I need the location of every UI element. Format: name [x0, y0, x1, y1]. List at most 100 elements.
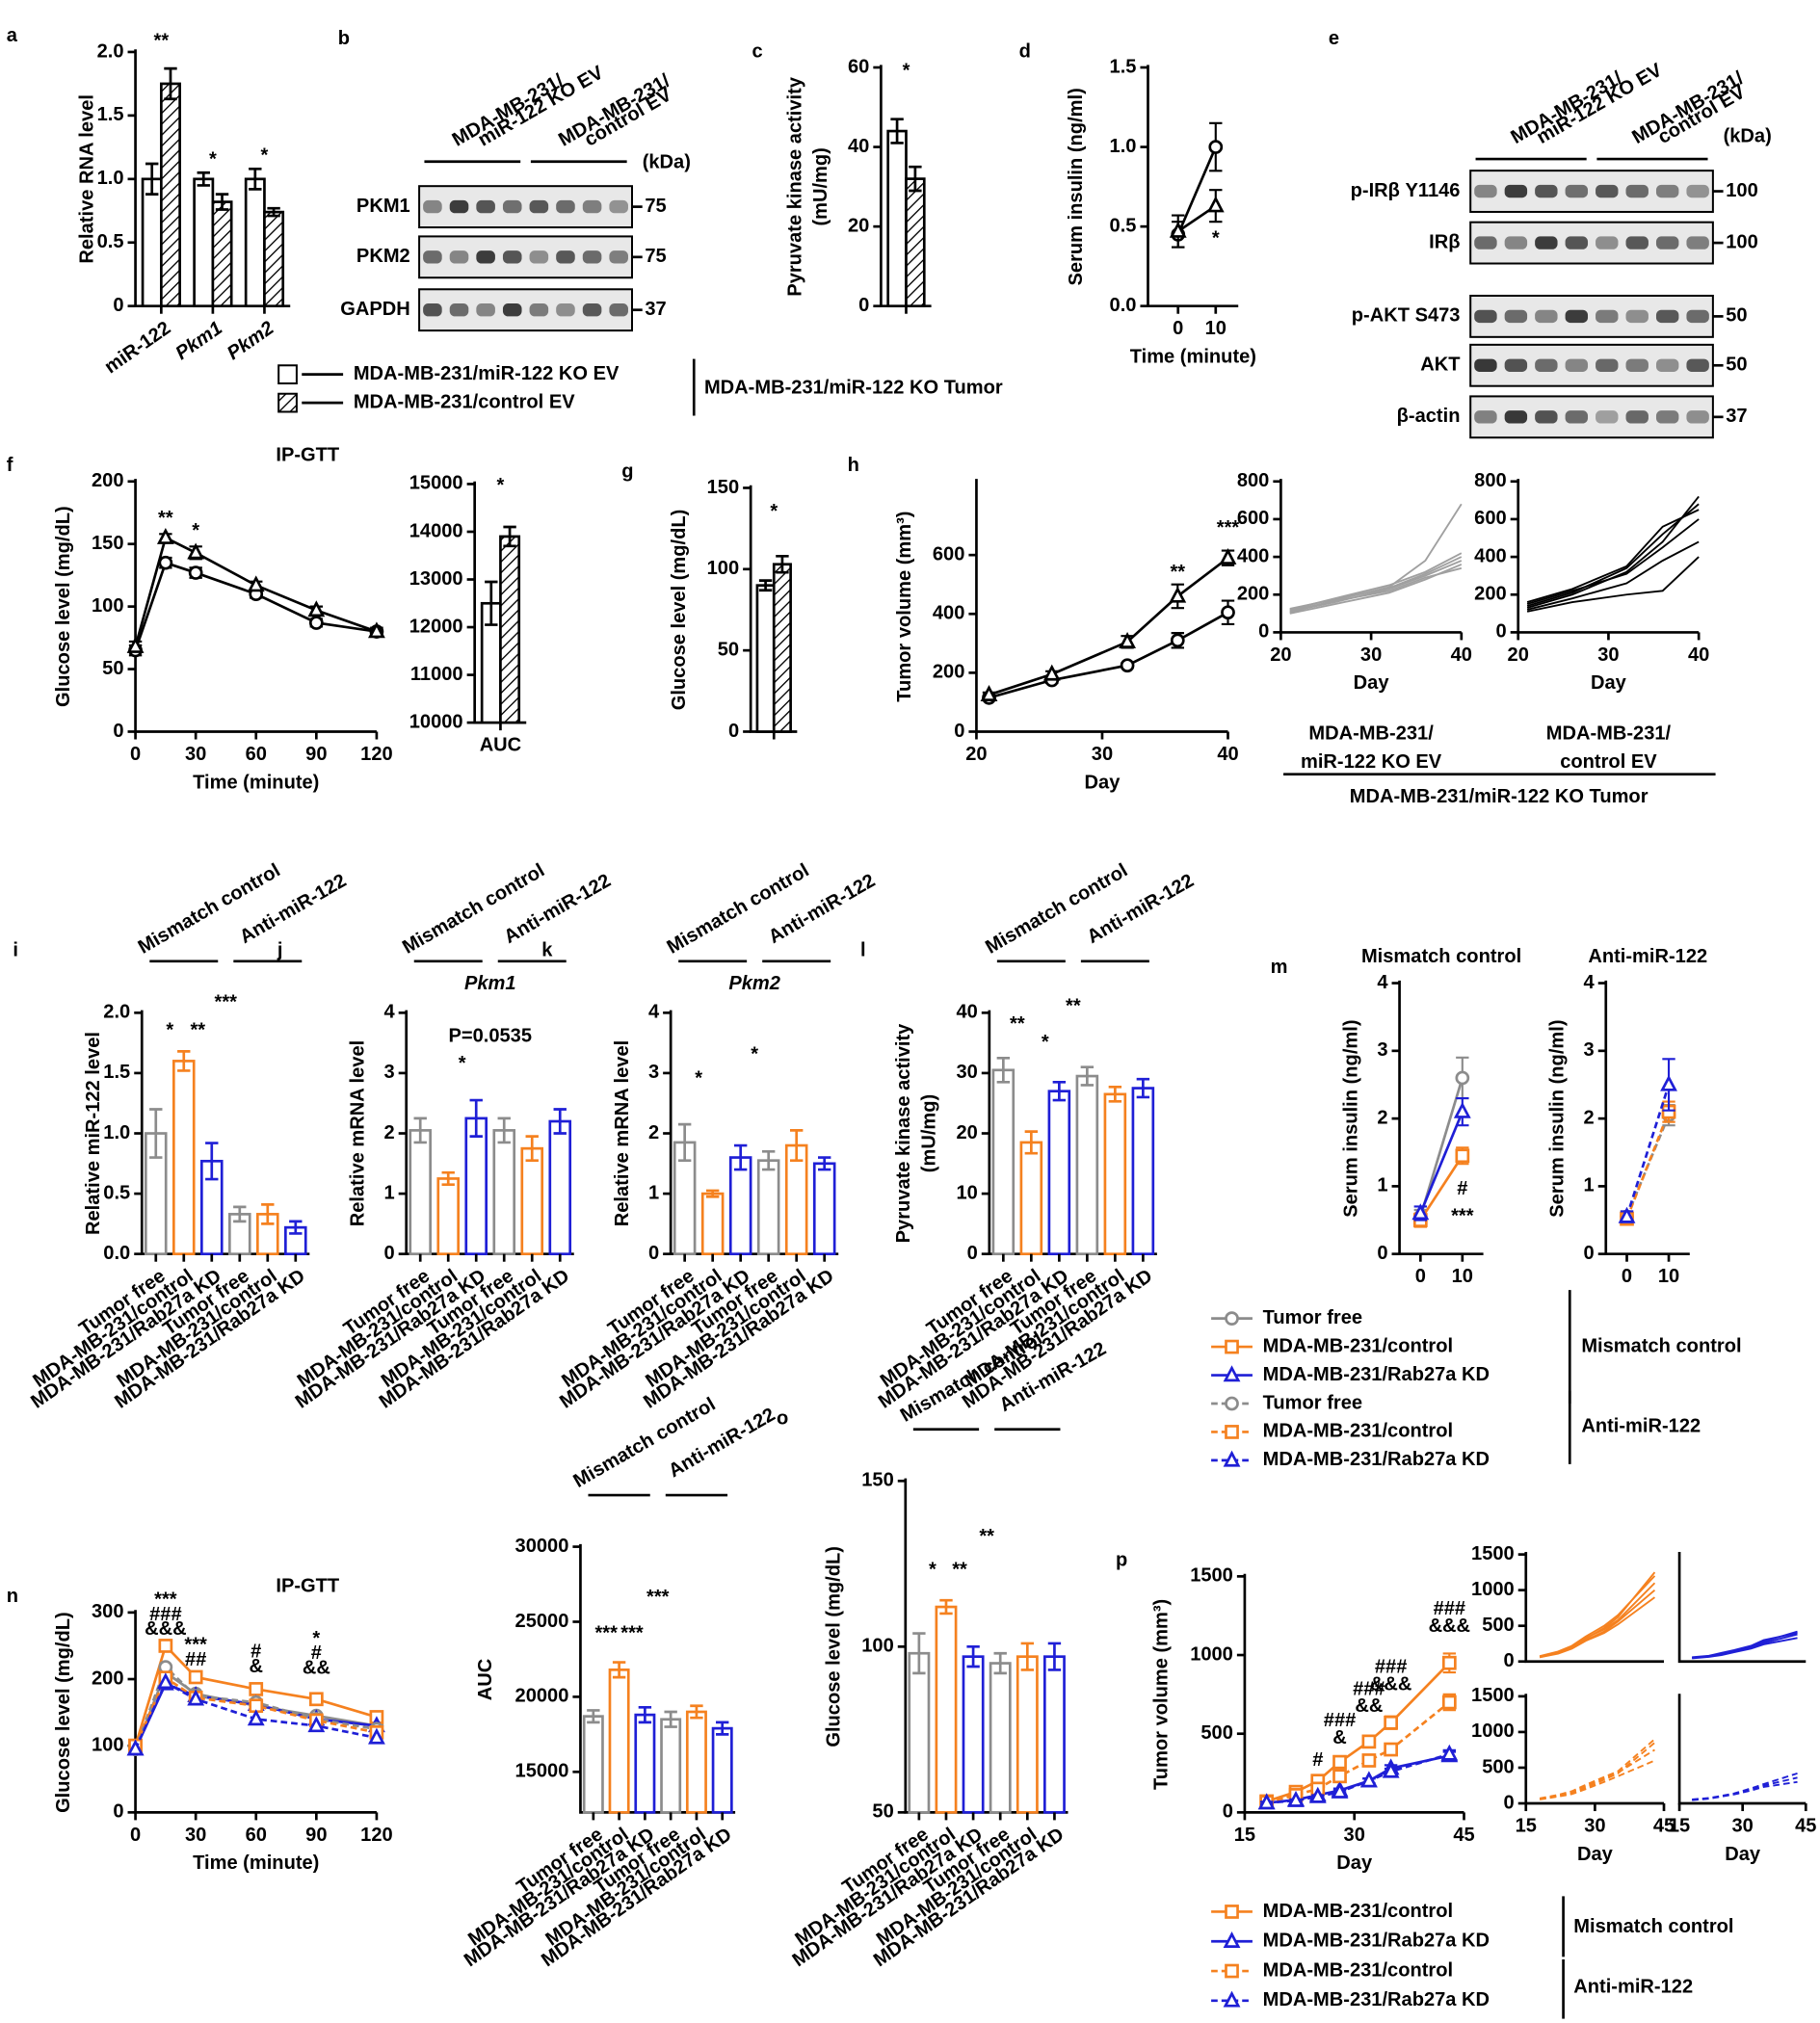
band — [1535, 184, 1558, 198]
error-bar — [761, 1149, 776, 1171]
band — [1474, 309, 1497, 324]
legend-group: Anti-miR-122 — [1573, 1977, 1693, 1998]
x-tick-label: 15 — [1234, 1825, 1255, 1846]
annotation: # — [1312, 1749, 1323, 1771]
legend-group: MDA-MB-231/miR-122 KO Tumor — [704, 378, 1003, 399]
annotation: ### — [1434, 1598, 1466, 1619]
bar — [728, 1156, 752, 1256]
band — [529, 199, 549, 214]
error-bar — [733, 1143, 748, 1171]
marker — [368, 1727, 385, 1745]
annotation: *** — [594, 1622, 618, 1643]
y-tick-label: 150 — [861, 1470, 893, 1491]
y-axis-label: Glucose level (mg/dL) — [823, 1546, 844, 1747]
bar — [1103, 1092, 1127, 1256]
error-bar — [677, 1122, 692, 1163]
marker — [307, 600, 326, 617]
bar — [908, 1651, 931, 1814]
x-axis-label: Day — [1354, 672, 1390, 694]
bar — [756, 1159, 780, 1256]
band — [1504, 309, 1528, 324]
band — [529, 303, 549, 317]
caption: miR-122 KO EV — [1301, 751, 1442, 773]
x-axis-label: Day — [1591, 672, 1627, 694]
y-tick-label: 3 — [648, 1062, 659, 1083]
legend-marker — [1223, 1365, 1241, 1382]
y-tick-label: 3 — [1584, 1039, 1595, 1061]
error-bar — [966, 1645, 980, 1668]
y-tick-label: 500 — [1200, 1722, 1232, 1744]
series-line — [1539, 1742, 1656, 1800]
y-tick-label: 30000 — [515, 1536, 569, 1557]
y-tick-label: 3 — [383, 1062, 394, 1083]
y-tick-label: 0.5 — [97, 231, 124, 252]
y-tick-label: 50 — [872, 1801, 893, 1823]
panel-letter: h — [848, 455, 859, 476]
x-tick-label: 15 — [1516, 1815, 1537, 1836]
panel-letter: i — [13, 939, 18, 960]
annotation: ** — [1170, 562, 1185, 583]
annotation: ** — [979, 1526, 994, 1547]
marker — [156, 527, 174, 544]
y-tick-label: 200 — [92, 470, 124, 491]
y-axis-label: Relative mRNA level — [347, 1040, 368, 1226]
error-bar — [553, 1108, 567, 1135]
annotation: && — [1355, 1695, 1383, 1717]
bar — [935, 1605, 958, 1814]
error-bar — [789, 1129, 804, 1163]
series-line — [1692, 1772, 1798, 1800]
error-bar — [1136, 1077, 1150, 1099]
marker — [1411, 1203, 1430, 1221]
band — [529, 250, 549, 264]
panel-letter: k — [541, 939, 553, 960]
x-tick-label: 0 — [130, 1825, 141, 1846]
panel-letter: a — [7, 25, 18, 46]
bar — [499, 535, 521, 724]
band — [609, 303, 628, 317]
error-bar — [818, 1156, 831, 1171]
annotation: ### — [149, 1604, 182, 1625]
bar — [436, 1177, 461, 1256]
series-line — [989, 611, 1229, 699]
legend-marker — [1225, 1905, 1239, 1919]
legend-label: MDA-MB-231/control — [1263, 1959, 1453, 1981]
error-bar — [1052, 1080, 1067, 1102]
bar — [772, 563, 792, 733]
y-tick-label: 30 — [956, 1062, 977, 1083]
marker — [1455, 1070, 1470, 1086]
bar — [1047, 1090, 1071, 1256]
error-bar — [1108, 1085, 1122, 1103]
band — [1655, 236, 1679, 250]
marker — [1206, 196, 1225, 213]
x-tick-label: Pkm1 — [171, 318, 226, 365]
y-tick-label: 2 — [648, 1122, 659, 1143]
band — [556, 303, 575, 317]
y-tick-label: 50 — [718, 639, 739, 660]
panel-letter: n — [7, 1586, 18, 1607]
y-axis-label: Pyruvate kinase activity — [784, 76, 805, 297]
legend-marker — [1223, 1990, 1241, 2008]
annotation: * — [192, 520, 199, 541]
legend-marker — [1223, 1450, 1241, 1467]
bar — [582, 1715, 604, 1814]
kda-label: 75 — [645, 196, 666, 217]
row-label: PKM2 — [356, 246, 410, 267]
bar — [886, 129, 908, 308]
marker — [187, 1689, 205, 1706]
panel-letter: j — [277, 939, 283, 960]
annotation: *** — [1451, 1205, 1474, 1226]
band — [1504, 236, 1528, 250]
x-axis-label: Day — [1336, 1852, 1373, 1874]
error-bar — [758, 579, 773, 592]
annotation: # — [251, 1642, 261, 1663]
marker — [247, 575, 265, 592]
y-tick-label: 0.5 — [1110, 215, 1137, 236]
caption: MDA-MB-231/ — [1308, 722, 1434, 744]
error-bar — [909, 165, 922, 193]
y-axis-label: (mU/mg) — [810, 147, 831, 225]
band — [1625, 358, 1649, 372]
y-tick-label: 600 — [933, 543, 965, 565]
x-tick-label: 20 — [1508, 644, 1529, 666]
y-tick-label: 200 — [1237, 584, 1269, 605]
y-tick-label: 600 — [1237, 508, 1269, 529]
